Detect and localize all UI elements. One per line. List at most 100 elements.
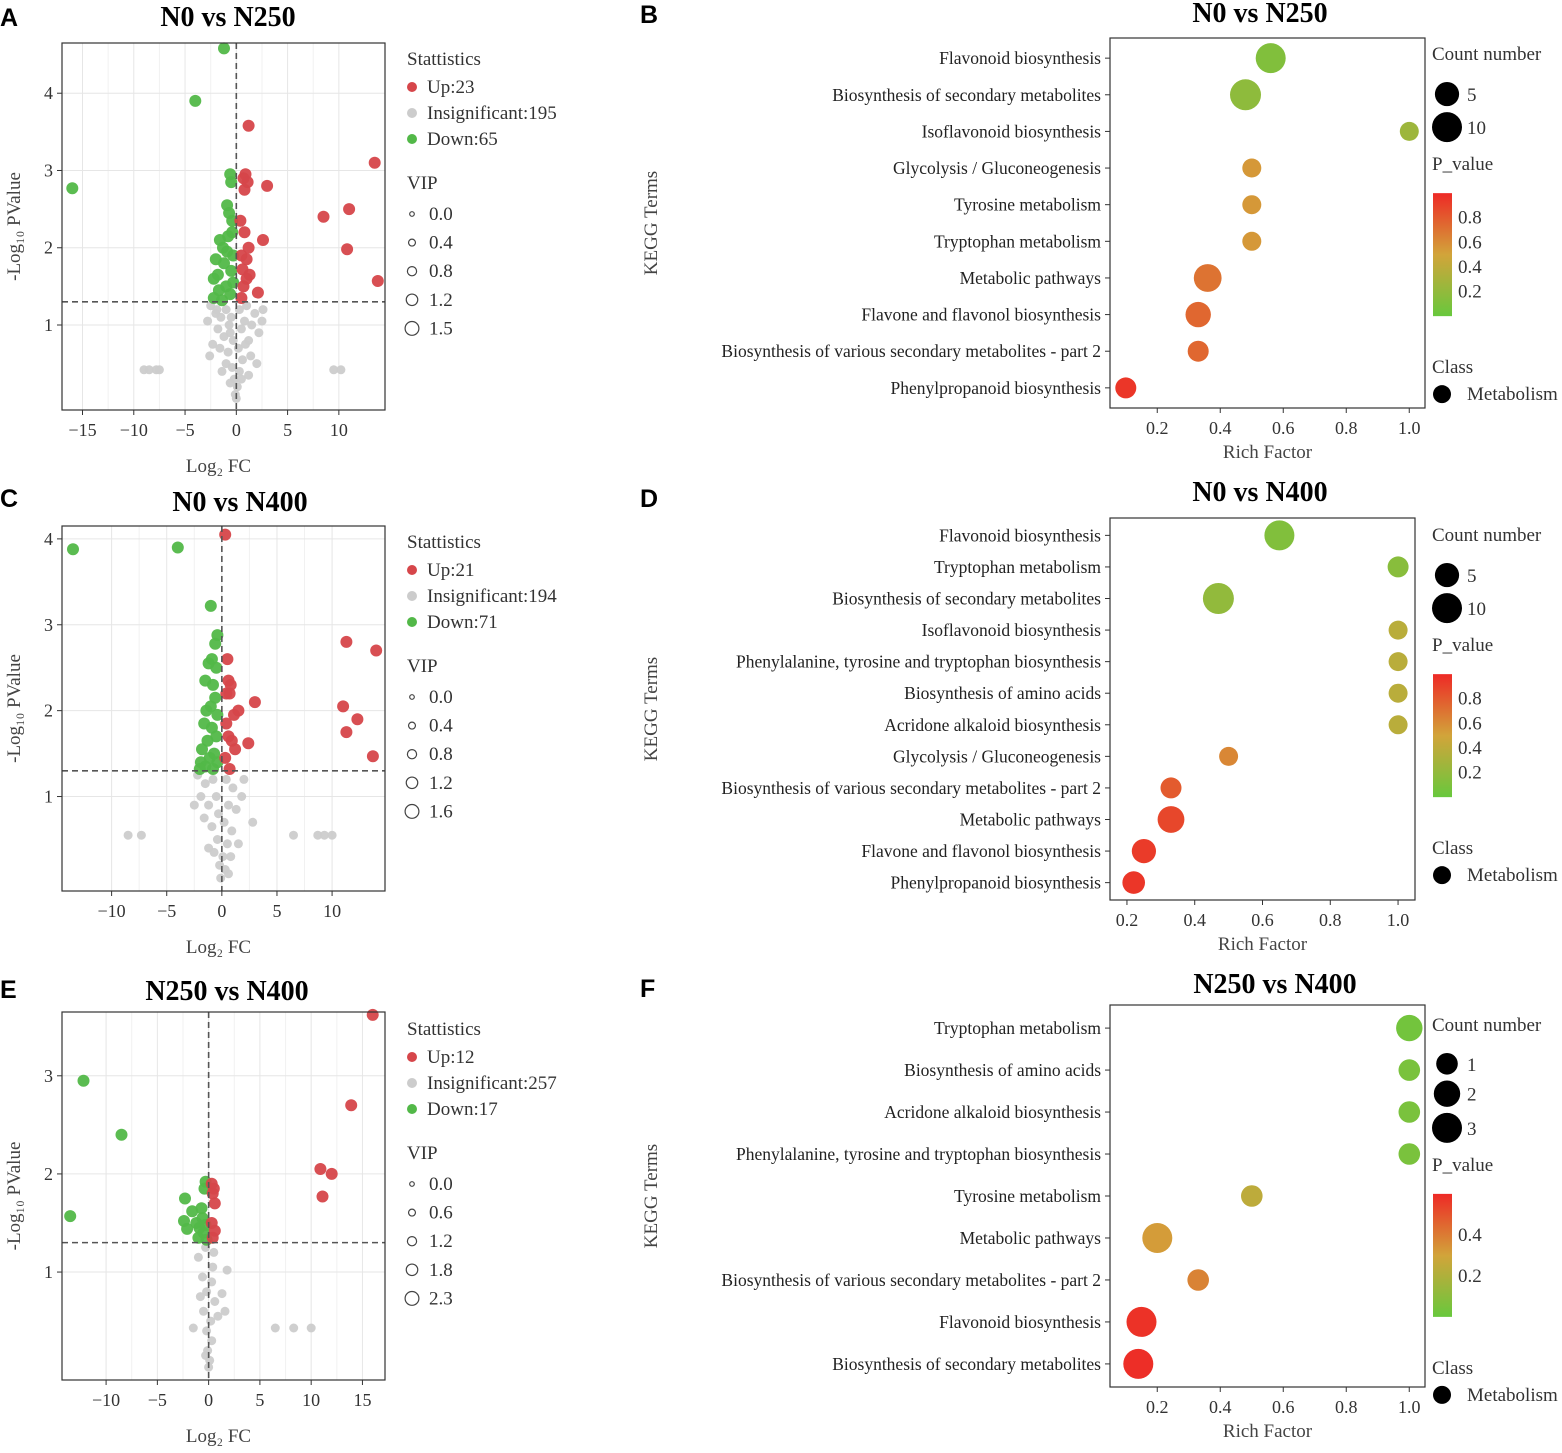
up-point [366, 750, 379, 763]
insignificant-point [188, 1323, 198, 1333]
x-tick-label: −10 [92, 1390, 120, 1410]
insignificant-point [189, 800, 199, 810]
insignificant-point [236, 324, 246, 334]
x-tick-label: 0.2 [1146, 1397, 1169, 1417]
x-tick-label: 0.2 [1146, 418, 1169, 438]
count-level-label: 5 [1467, 85, 1477, 106]
legend-title-class: Class [1432, 357, 1473, 378]
chart-title: N250 vs N400 [145, 976, 308, 1007]
legend-title-vip: VIP [407, 1143, 438, 1164]
chart-title: N0 vs N400 [172, 487, 307, 518]
legend-up-label: Up:12 [427, 1047, 475, 1068]
colorbar-tick-label: 0.2 [1458, 282, 1482, 303]
insignificant-point [228, 336, 238, 345]
kegg-bubble [1160, 777, 1182, 799]
insignificant-point [215, 343, 225, 353]
kegg-term-label: Flavonoid biosynthesis [939, 525, 1101, 545]
kegg-bubble [1219, 746, 1239, 766]
legend-insignificant-label: Insignificant:194 [427, 586, 557, 607]
y-axis-label: -Log₁₀ PValue [4, 1142, 25, 1251]
vip-size-swatch [405, 776, 419, 790]
legend-down-swatch [407, 134, 417, 144]
kegg-term-label: Flavonoid biosynthesis [939, 1312, 1101, 1332]
legend-title-class: Class [1432, 838, 1473, 859]
vip-level-label: 0.4 [429, 233, 453, 254]
kegg-bubble [1142, 1223, 1173, 1253]
insignificant-point [289, 1323, 299, 1333]
insignificant-point [233, 839, 243, 849]
up-point [206, 1187, 219, 1200]
vip-size-swatch [404, 1290, 420, 1306]
vip-level-label: 0.0 [429, 204, 453, 225]
y-tick-label: 1 [44, 1262, 53, 1282]
insignificant-point [250, 308, 260, 318]
insignificant-point [227, 826, 237, 836]
kegg-bubble [1242, 231, 1262, 251]
insignificant-point [225, 378, 235, 388]
up-point [370, 644, 383, 657]
legend-down-label: Down:65 [427, 129, 498, 150]
up-point [345, 1099, 358, 1112]
vip-size-swatch [404, 803, 420, 819]
x-tick-label: 0.8 [1319, 910, 1342, 930]
count-level-label: 5 [1467, 566, 1477, 587]
vip-level-label: 0.8 [429, 744, 453, 765]
y-axis-label: KEGG Terms [641, 657, 662, 761]
x-tick-label: 1.0 [1398, 1397, 1421, 1417]
insignificant-point [313, 830, 323, 840]
y-tick-label: 2 [44, 1164, 53, 1184]
kegg-bubble [1388, 715, 1408, 735]
insignificant-point [254, 328, 264, 338]
insignificant-point [216, 873, 226, 883]
vip-level-label: 1.2 [429, 1231, 453, 1252]
kegg-bubble [1193, 264, 1222, 292]
y-axis-label: -Log₁₀ PValue [4, 654, 25, 763]
x-tick-label: 0.8 [1335, 1397, 1358, 1417]
legend-title-vip: VIP [407, 656, 438, 677]
down-point [195, 1202, 208, 1215]
kegg-bubble [1230, 79, 1261, 111]
up-point [219, 751, 232, 764]
up-point [261, 179, 274, 192]
insignificant-point [222, 1265, 232, 1275]
x-tick-label: −10 [98, 901, 126, 921]
kegg-bubble [1185, 301, 1211, 328]
kegg-bubble [1264, 520, 1295, 551]
kegg-term-label: Flavone and flavonol biosynthesis [861, 305, 1101, 325]
class-label: Metabolism [1467, 1385, 1558, 1406]
insignificant-point [205, 351, 215, 361]
kegg-term-label: Glycolysis / Gluconeogenesis [893, 158, 1101, 178]
x-tick-label: 5 [283, 420, 292, 440]
count-level-label: 10 [1467, 118, 1486, 139]
count-size-swatch [1432, 1112, 1462, 1143]
insignificant-point [208, 774, 218, 784]
up-point [340, 635, 353, 648]
up-point [341, 243, 354, 256]
down-point [226, 214, 239, 227]
insignificant-point [207, 1336, 217, 1346]
colorbar-tick-label: 0.8 [1458, 208, 1482, 229]
kegg-bubble [1241, 1185, 1263, 1207]
kegg-term-label: Phenylalanine, tyrosine and tryptophan b… [736, 1144, 1101, 1164]
chart-title: N0 vs N250 [1192, 0, 1327, 29]
kegg-term-label: Glycolysis / Gluconeogenesis [893, 746, 1101, 766]
vip-size-swatch [409, 211, 415, 217]
insignificant-point [239, 774, 249, 784]
plot-background [1109, 1004, 1426, 1388]
insignificant-point [144, 365, 154, 375]
insignificant-point [213, 324, 223, 334]
legend-title-statistics: Stattistics [407, 532, 481, 553]
insignificant-point [218, 852, 228, 862]
count-level-label: 2 [1467, 1085, 1477, 1106]
kegg-bubble [1242, 195, 1262, 215]
insignificant-point [246, 351, 256, 361]
insignificant-point [258, 305, 268, 315]
insignificant-point [216, 312, 226, 322]
x-tick-label: 0 [217, 901, 226, 921]
class-label: Metabolism [1467, 865, 1558, 886]
insignificant-point [257, 316, 267, 326]
insignificant-point [327, 830, 337, 840]
x-axis-label: Log₂ FC [186, 456, 251, 477]
volcano-panel-c: C N0 vs N400 −10 −5 0 5 10 1 2 3 4 Log₂ FC -Log₁₀ PV… [0, 485, 557, 958]
